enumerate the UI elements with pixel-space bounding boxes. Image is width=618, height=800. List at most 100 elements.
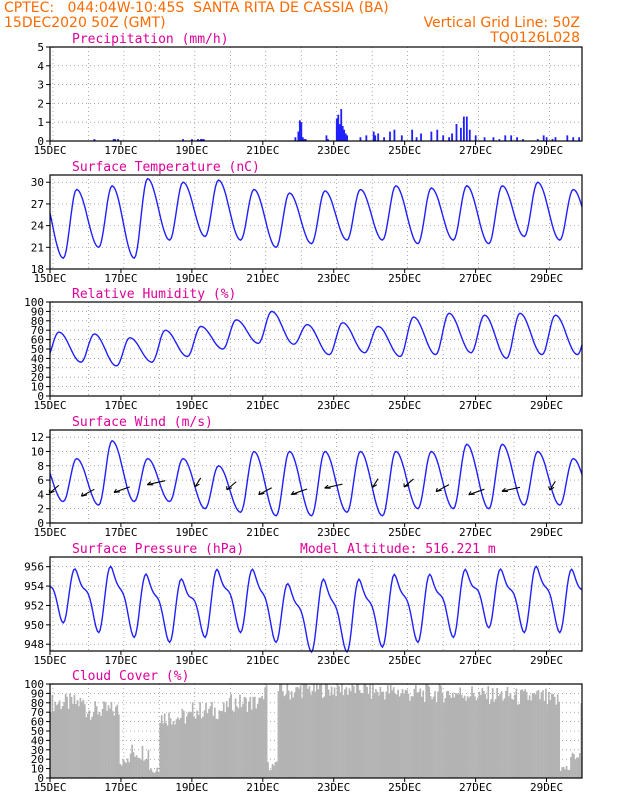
cloud-bar	[317, 689, 320, 778]
precip-bar	[468, 129, 471, 141]
precip-bar	[545, 137, 548, 141]
cloud-bar	[153, 773, 156, 778]
y-tick-label: 0	[37, 390, 44, 403]
y-tick-label: 1	[37, 116, 44, 129]
precip-bar	[462, 116, 465, 141]
y-tick-label: 20	[31, 753, 44, 766]
precip-bar	[182, 139, 184, 141]
precip-bar	[202, 139, 205, 141]
cloud-bar	[376, 691, 379, 778]
cloud-bar	[75, 704, 77, 778]
cloud-bar	[454, 693, 457, 778]
y-tick-label: 90	[31, 687, 44, 700]
cloud-bar	[559, 771, 562, 778]
precip-bar	[436, 129, 439, 141]
cloud-bar	[92, 711, 95, 778]
x-tick-label: 17DEC	[104, 654, 137, 667]
precip-bar	[551, 139, 554, 141]
cloud-bar	[423, 701, 426, 778]
cloud-bar	[509, 692, 512, 778]
cloud-bar	[444, 698, 447, 778]
cloud-bar	[103, 701, 105, 778]
y-tick-label: 60	[31, 716, 44, 729]
cloud-bar	[370, 698, 373, 778]
y-tick-label: 10	[31, 763, 44, 776]
cloud-bar	[184, 723, 187, 778]
cloud-bar	[258, 697, 261, 778]
cloud-bar	[493, 701, 496, 778]
y-tick-label: 30	[31, 176, 44, 189]
cloud-bar	[279, 684, 281, 778]
precip-bar	[335, 118, 338, 141]
cloud-bar	[286, 684, 289, 778]
precip-bar	[297, 131, 300, 141]
cloud-bar	[443, 702, 445, 778]
cloud-bar	[123, 761, 126, 778]
cloud-bar	[242, 704, 244, 778]
cloud-bar	[253, 696, 256, 778]
cloud-bar	[360, 692, 363, 778]
precip-bar	[372, 131, 375, 141]
y-tick-label: 40	[31, 352, 44, 365]
y-tick-label: 12	[31, 431, 44, 444]
cloud-bar	[336, 684, 339, 778]
precip-bar	[117, 139, 119, 141]
cloud-bar	[451, 692, 454, 778]
cloud-bar	[274, 762, 277, 778]
wind-arrowhead	[146, 481, 154, 486]
cloud-bar	[363, 684, 365, 778]
cloud-bar	[248, 701, 250, 778]
cloud-bar	[345, 687, 348, 778]
wind-arrow	[403, 478, 414, 488]
cloud-bar	[499, 694, 501, 778]
cloud-bar	[378, 695, 380, 778]
cloud-bar	[536, 691, 538, 778]
cloud-bar	[88, 710, 91, 778]
cloud-bar	[255, 708, 258, 778]
cloud-bar	[355, 684, 358, 778]
x-tick-label: 29DEC	[530, 144, 563, 157]
cloud-bar	[406, 689, 408, 778]
x-tick-label: 29DEC	[530, 399, 563, 412]
precip-bar	[448, 137, 450, 141]
cloud-bar	[415, 685, 417, 778]
cloud-bar	[209, 706, 212, 778]
x-tick-label: 17DEC	[104, 526, 137, 539]
series-line-2	[49, 310, 583, 367]
cloud-bar	[273, 765, 275, 778]
cloud-bar	[228, 697, 231, 778]
y-tick-label: 954	[24, 580, 44, 593]
cloud-bar	[289, 699, 292, 778]
wind-arrow	[372, 478, 379, 488]
cloud-bar	[417, 691, 420, 778]
cloud-bar	[54, 701, 57, 778]
cloud-bar	[215, 718, 218, 778]
x-tick-label: 29DEC	[530, 654, 563, 667]
cloud-bar	[282, 691, 284, 778]
y-tick-label: 50	[31, 725, 44, 738]
cloud-bar	[407, 693, 410, 778]
cloud-bar	[157, 771, 160, 778]
cloud-bar	[110, 702, 113, 778]
cloud-bar	[450, 698, 453, 778]
y-tick-label: 3	[37, 79, 44, 92]
cloud-bar	[351, 684, 354, 778]
cloud-bar	[580, 703, 583, 778]
y-tick-label: 948	[24, 638, 44, 651]
cloud-bar	[565, 765, 568, 778]
cloud-bar	[539, 699, 541, 778]
cloud-bar	[477, 697, 479, 778]
x-tick-label: 29DEC	[530, 272, 563, 285]
precip-bar	[536, 139, 539, 141]
y-tick-label: 90	[31, 305, 44, 318]
wind-arrow	[113, 486, 130, 493]
cloud-bar	[206, 713, 209, 778]
cloud-bar	[100, 715, 102, 778]
wind-arrow	[194, 477, 202, 487]
cloud-bar	[321, 698, 324, 778]
cloud-bar	[267, 761, 269, 778]
x-tick-label: 27DEC	[459, 781, 492, 794]
cloud-bar	[277, 691, 280, 778]
y-tick-label: 100	[24, 678, 44, 691]
cloud-bar	[562, 766, 565, 778]
